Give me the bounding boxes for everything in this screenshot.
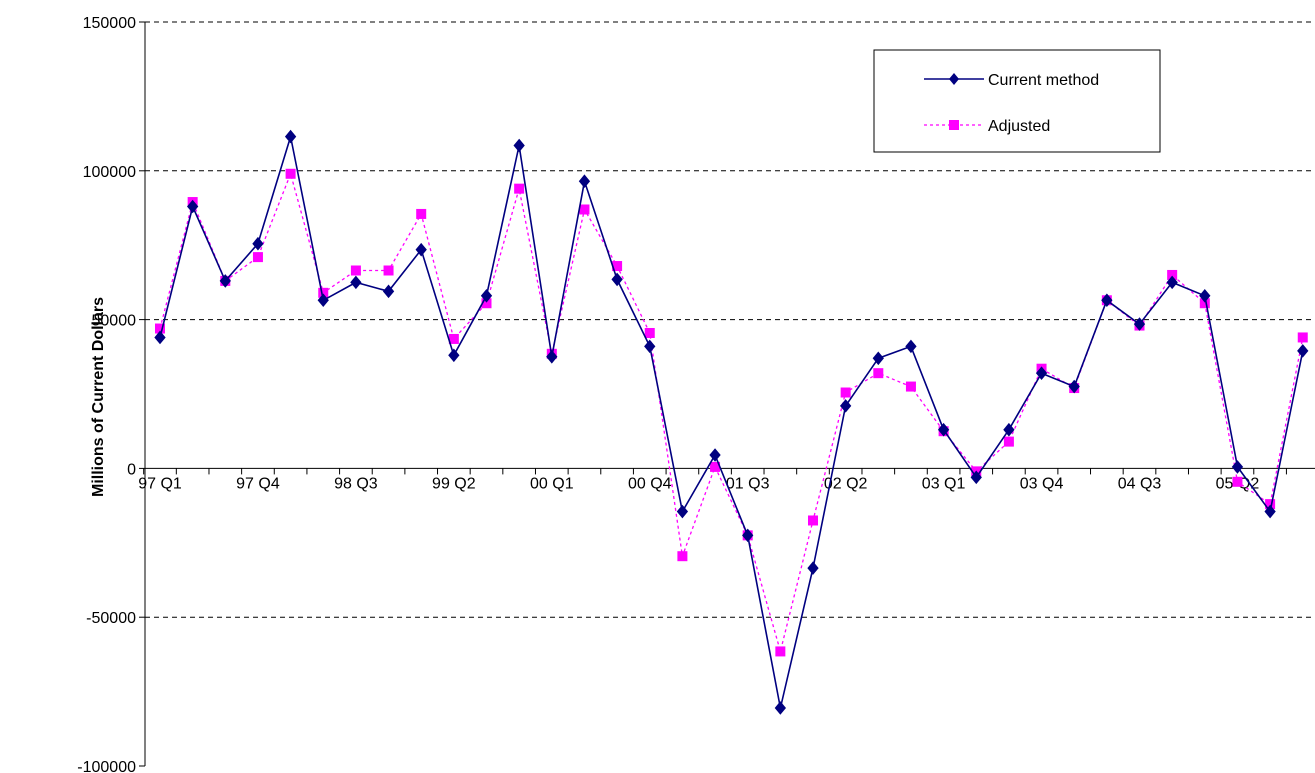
data-point xyxy=(1199,289,1211,303)
data-point xyxy=(840,387,851,398)
data-point xyxy=(1231,460,1244,474)
data-point xyxy=(317,293,329,308)
legend-label: Adjusted xyxy=(988,118,1050,135)
data-point xyxy=(710,461,721,472)
legend-marker xyxy=(949,120,959,130)
data-point xyxy=(186,199,199,214)
data-point xyxy=(252,252,263,263)
data-point xyxy=(1035,366,1048,380)
data-point xyxy=(905,381,916,392)
axes xyxy=(139,21,1315,767)
data-point xyxy=(350,265,361,276)
data-point xyxy=(611,272,623,287)
data-point xyxy=(154,330,166,345)
y-tick-label: 150000 xyxy=(83,15,136,32)
data-point xyxy=(383,265,394,276)
data-point xyxy=(1101,293,1113,308)
data-point xyxy=(1003,422,1015,437)
data-point xyxy=(775,646,786,657)
x-tick-label: 00 Q1 xyxy=(530,475,574,492)
data-point xyxy=(382,284,395,299)
legend-box xyxy=(873,49,1161,153)
data-point xyxy=(155,323,165,334)
data-point xyxy=(1068,379,1080,394)
data-point xyxy=(285,168,296,179)
legend-marker xyxy=(949,73,959,85)
legend-label: Current method xyxy=(988,72,1099,89)
data-point xyxy=(1133,317,1146,331)
y-tick-label: -50000 xyxy=(86,610,136,627)
data-point xyxy=(644,327,655,338)
data-point xyxy=(480,289,493,303)
data-point xyxy=(579,204,590,215)
data-point xyxy=(676,504,689,519)
data-point xyxy=(677,551,688,562)
series-line xyxy=(159,171,1304,654)
data-point xyxy=(742,528,754,543)
data-point xyxy=(1166,275,1178,290)
data-point xyxy=(1167,269,1178,280)
legend: Current method Adjusted xyxy=(873,49,1161,153)
data-point xyxy=(416,208,427,219)
data-point xyxy=(873,368,884,379)
x-tick-label: 03 Q4 xyxy=(1020,475,1064,492)
data-point xyxy=(1232,476,1243,487)
x-tick-label: 98 Q3 xyxy=(334,475,378,492)
data-point xyxy=(612,261,623,272)
series-current-method xyxy=(154,129,1309,715)
x-tick-label: 01 Q3 xyxy=(726,475,770,492)
data-point xyxy=(415,242,427,257)
x-tick-label: 97 Q4 xyxy=(236,475,280,492)
data-point xyxy=(513,138,525,153)
y-tick-label: 0 xyxy=(127,461,136,478)
series-line xyxy=(159,136,1304,709)
data-point xyxy=(546,350,558,364)
data-point xyxy=(284,129,297,144)
y-tick-label: -100000 xyxy=(77,759,136,773)
data-point xyxy=(448,348,460,363)
x-tick-label: 00 Q4 xyxy=(628,475,672,492)
data-point xyxy=(1297,344,1309,358)
x-tick-label: 02 Q2 xyxy=(824,475,868,492)
data-point xyxy=(219,274,231,288)
data-point xyxy=(1199,298,1210,309)
data-point xyxy=(481,298,492,309)
data-point xyxy=(872,351,884,366)
y-tick-labels: -100000 -50000 0 50000 100000 150000 xyxy=(77,15,136,773)
data-point xyxy=(774,701,787,715)
data-point xyxy=(839,399,852,413)
data-point xyxy=(1003,436,1014,447)
x-tick-labels: 97 Q1 97 Q4 98 Q3 99 Q2 00 Q1 00 Q4 01 Q3 02 Q2… xyxy=(138,475,1259,492)
series-group xyxy=(154,129,1309,715)
legend-item: Current method xyxy=(924,72,1099,89)
data-point xyxy=(808,515,818,526)
legend-item: Adjusted xyxy=(924,118,1050,135)
data-point xyxy=(807,561,819,575)
data-point xyxy=(970,470,982,485)
data-point xyxy=(350,275,362,290)
x-tick-label: 03 Q1 xyxy=(922,475,966,492)
data-point xyxy=(578,174,591,188)
y-axis-label: Millions of Current Dollars xyxy=(90,297,107,497)
data-point xyxy=(644,339,656,354)
data-point xyxy=(1264,504,1276,519)
data-point xyxy=(448,333,459,344)
data-point xyxy=(514,183,525,194)
data-point xyxy=(252,236,264,251)
data-point xyxy=(905,339,917,354)
x-tick-label: 97 Q1 xyxy=(138,475,182,492)
x-tick-label: 99 Q2 xyxy=(432,475,476,492)
x-tick-label: 04 Q3 xyxy=(1118,475,1162,492)
data-point xyxy=(709,448,721,462)
data-point xyxy=(1297,332,1308,343)
y-tick-label: 100000 xyxy=(83,164,136,181)
series-adjusted xyxy=(155,168,1308,657)
data-point xyxy=(937,422,950,437)
gridlines xyxy=(145,21,1315,618)
data-point xyxy=(1265,499,1276,510)
y-tick-label: 50000 xyxy=(92,313,137,330)
data-point xyxy=(318,287,329,298)
